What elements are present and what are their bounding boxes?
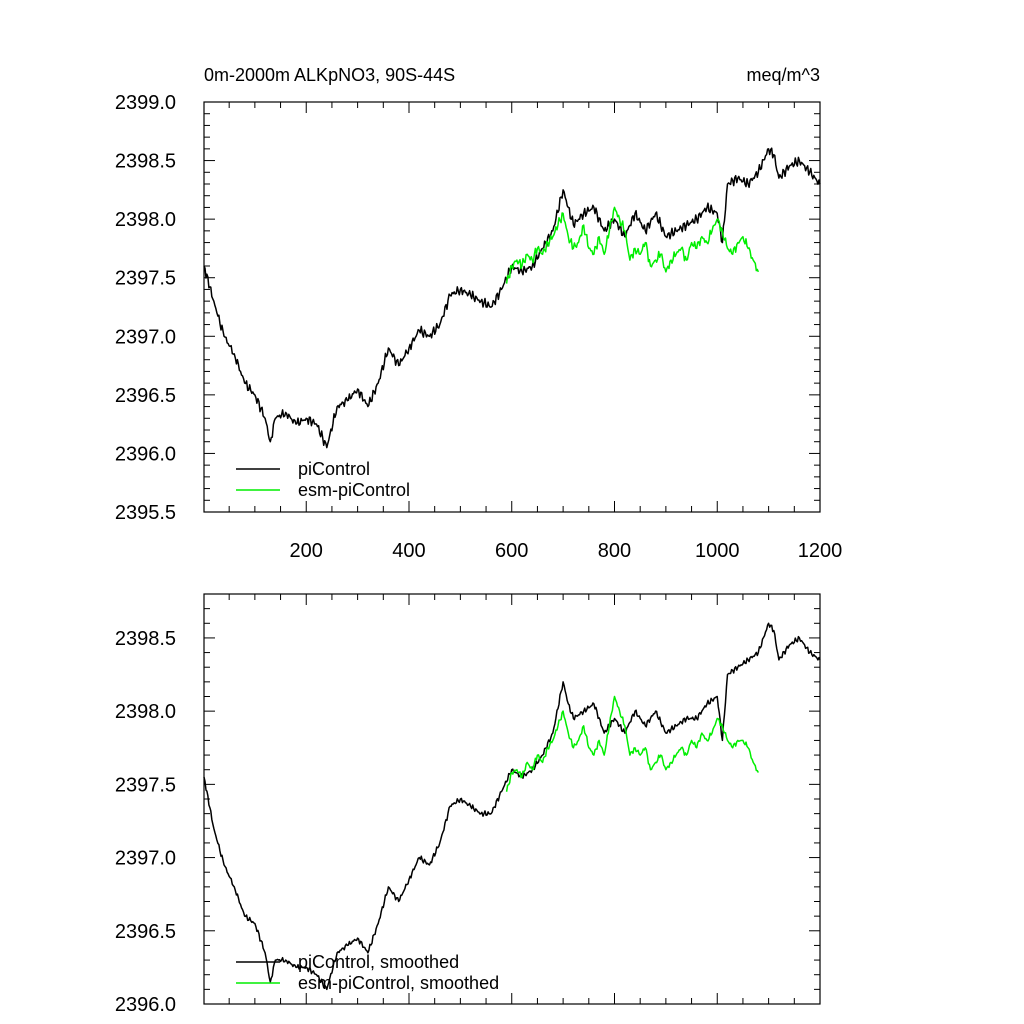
bottom-series bbox=[203, 622, 821, 991]
legend-label-piControl-smoothed: piControl, smoothed bbox=[298, 952, 459, 972]
bottom-y-tick-label: 2397.5 bbox=[115, 774, 176, 796]
top-y-tick-label: 2395.5 bbox=[115, 502, 176, 524]
top-x-tick-labels: 200 400 600 800 1000 1200 bbox=[290, 540, 843, 562]
top-x-tick-label: 1000 bbox=[695, 540, 740, 562]
top-series-esm-piControl bbox=[505, 206, 759, 284]
bottom-ticks bbox=[204, 593, 821, 1005]
top-x-tick-label: 200 bbox=[290, 540, 323, 562]
top-x-tick-label: 800 bbox=[598, 540, 631, 562]
bottom-plot-frame bbox=[203, 593, 821, 1005]
bottom-y-tick-label: 2397.0 bbox=[115, 848, 176, 870]
legend-label-esm-piControl: esm-piControl bbox=[298, 480, 410, 500]
bottom-y-tick-labels: 2396.0 2396.5 2397.0 2397.5 2398.0 2398.5 bbox=[115, 628, 176, 1016]
top-y-tick-label: 2398.0 bbox=[115, 209, 176, 231]
top-y-tick-label: 2397.0 bbox=[115, 326, 176, 348]
bottom-legend: piControl, smoothed esm-piControl, smoot… bbox=[236, 952, 499, 993]
bottom-panel: 2396.0 2396.5 2397.0 2397.5 2398.0 2398.5 piC… bbox=[115, 593, 821, 1016]
bottom-series-esm-piControl-smoothed bbox=[505, 695, 759, 792]
bottom-series-piControl-smoothed bbox=[203, 622, 821, 991]
top-y-tick-label: 2398.5 bbox=[115, 151, 176, 173]
top-y-tick-label: 2396.0 bbox=[115, 443, 176, 465]
top-series bbox=[203, 147, 821, 449]
top-x-tick-label: 1200 bbox=[798, 540, 843, 562]
bottom-y-tick-label: 2398.5 bbox=[115, 628, 176, 650]
bottom-y-tick-label: 2398.0 bbox=[115, 701, 176, 723]
top-x-tick-label: 600 bbox=[495, 540, 528, 562]
top-panel-title: 0m-2000m ALKpNO3, 90S-44S bbox=[204, 65, 455, 85]
top-panel: 0m-2000m ALKpNO3, 90S-44S meq/m^3 2395.5… bbox=[115, 65, 842, 562]
legend-label-piControl: piControl bbox=[298, 459, 370, 479]
top-y-tick-label: 2399.0 bbox=[115, 92, 176, 114]
bottom-y-tick-label: 2396.5 bbox=[115, 921, 176, 943]
top-ticks bbox=[204, 101, 821, 513]
legend-label-esm-piControl-smoothed: esm-piControl, smoothed bbox=[298, 973, 499, 993]
bottom-y-tick-label: 2396.0 bbox=[115, 994, 176, 1016]
top-panel-units: meq/m^3 bbox=[747, 65, 820, 85]
top-plot-frame bbox=[203, 101, 821, 513]
top-x-tick-label: 400 bbox=[392, 540, 425, 562]
top-series-piControl bbox=[203, 147, 821, 449]
top-y-tick-label: 2397.5 bbox=[115, 268, 176, 290]
top-legend: piControl esm-piControl bbox=[236, 459, 410, 500]
top-y-tick-label: 2396.5 bbox=[115, 385, 176, 407]
top-y-tick-labels: 2395.5 2396.0 2396.5 2397.0 2397.5 2398.0 2398… bbox=[115, 92, 176, 524]
